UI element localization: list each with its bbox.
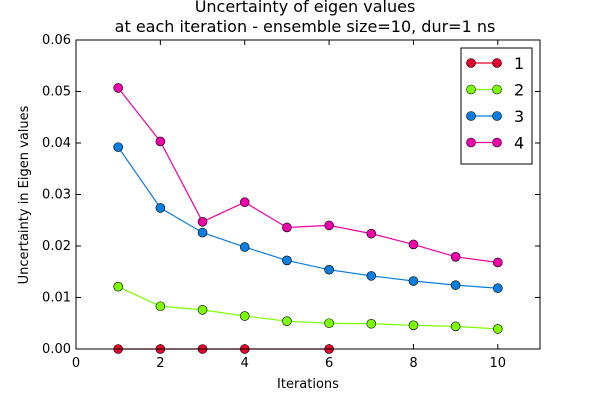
series-line-3: [117, 146, 498, 289]
series-line-2: [117, 286, 498, 330]
data-point-series-2: [408, 320, 419, 331]
data-point-series-2: [366, 318, 377, 329]
data-point-series-3: [324, 264, 334, 275]
y-tick-label: 0.06: [42, 33, 71, 48]
data-point-series-2: [113, 281, 123, 292]
data-point-series-3: [450, 280, 461, 290]
data-point-series-4: [113, 83, 123, 93]
data-point-series-4: [197, 216, 208, 227]
data-point-series-3: [282, 255, 292, 266]
data-point-series-4: [408, 239, 419, 250]
legend-marker-4: [492, 137, 502, 148]
data-point-series-4: [324, 220, 334, 231]
data-point-series-4: [450, 252, 461, 262]
y-tick-label: 0.02: [42, 239, 71, 254]
data-point-series-2: [493, 324, 503, 334]
data-point-series-4: [366, 228, 377, 239]
data-point-series-3: [493, 283, 503, 294]
data-point-series-3: [197, 227, 208, 238]
legend-label-2: 2: [514, 81, 524, 100]
x-tick-label: 6: [325, 356, 333, 371]
data-point-series-3: [155, 203, 166, 213]
plot-area: 0 2 4 6 8 10 0.00 0.01 0.02 0.03 0.04 0.05 0.06: [42, 33, 541, 371]
y-tick-label: 0.01: [42, 291, 71, 306]
data-point-series-3: [239, 242, 250, 252]
data-point-series-2: [239, 311, 250, 321]
y-tick-label: 0.00: [42, 342, 71, 357]
y-tick-label: 0.05: [42, 85, 71, 100]
data-point-series-2: [324, 318, 334, 329]
y-tick-label: 0.04: [42, 136, 71, 151]
legend-label-3: 3: [514, 107, 524, 126]
data-point-series-4: [493, 257, 503, 268]
x-tick-label: 2: [156, 356, 164, 371]
data-point-series-2: [282, 316, 292, 326]
data-point-series-3: [113, 142, 123, 152]
legend-marker-4: [466, 137, 476, 148]
series-line-4: [117, 87, 498, 264]
data-point-series-2: [155, 301, 166, 312]
data-point-series-3: [408, 276, 419, 286]
x-tick-label: 4: [241, 356, 249, 371]
chart-subtitle: at each iteration - ensemble size=10, du…: [115, 17, 496, 36]
legend: 1 2 3 4: [460, 47, 533, 165]
legend-marker-2: [466, 84, 476, 95]
legend-marker-3: [492, 111, 502, 121]
x-axis-label: Iterations: [277, 377, 339, 392]
legend-marker-1: [466, 58, 476, 68]
y-axis-label: Uncertainty in Eigen values: [17, 105, 32, 284]
data-point-series-3: [366, 271, 377, 281]
y-tick-label: 0.03: [42, 188, 71, 203]
chart-title: Uncertainty of eigen values: [195, 0, 416, 16]
plot-frame: [75, 39, 541, 350]
x-tick-label: 0: [72, 356, 80, 371]
data-point-series-4: [282, 222, 292, 233]
x-tick-label: 10: [490, 356, 507, 371]
legend-label-4: 4: [514, 134, 524, 153]
legend-label-1: 1: [514, 54, 524, 73]
legend-marker-3: [466, 111, 476, 121]
data-point-series-2: [450, 321, 461, 332]
data-point-series-4: [155, 136, 166, 147]
x-tick-label: 8: [409, 356, 417, 371]
data-point-series-2: [197, 305, 208, 315]
legend-marker-1: [492, 58, 502, 68]
data-point-series-4: [239, 197, 250, 208]
legend-marker-2: [492, 84, 502, 95]
